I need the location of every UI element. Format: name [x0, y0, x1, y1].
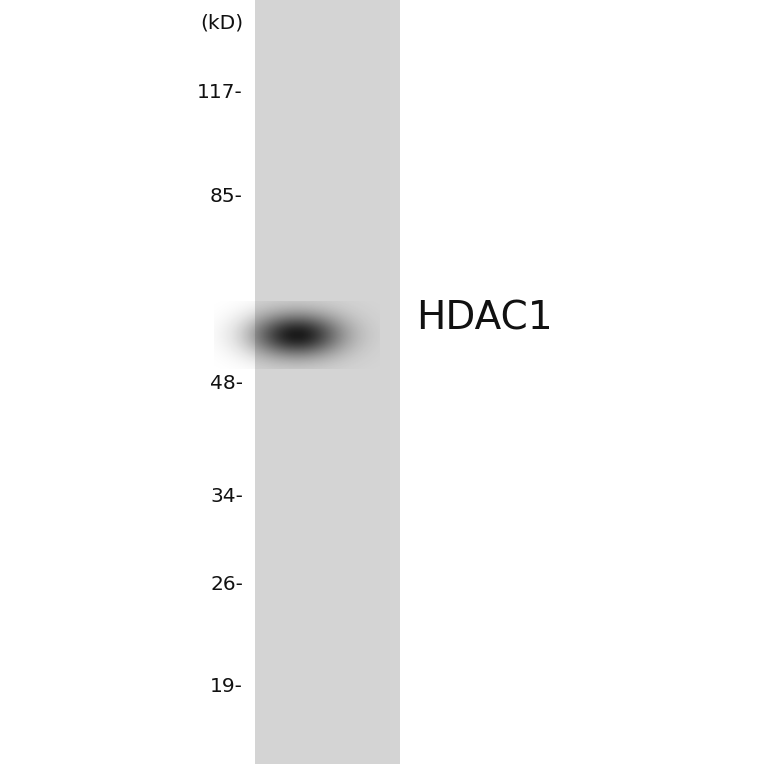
Text: 85-: 85- [210, 187, 243, 206]
Text: 117-: 117- [197, 83, 243, 102]
Text: 48-: 48- [210, 374, 243, 393]
Text: 34-: 34- [210, 487, 243, 506]
Text: 19-: 19- [210, 677, 243, 696]
Text: 26-: 26- [210, 575, 243, 594]
Text: (kD): (kD) [200, 14, 243, 33]
Text: HDAC1: HDAC1 [416, 299, 553, 338]
Bar [255, 0, 400, 764]
